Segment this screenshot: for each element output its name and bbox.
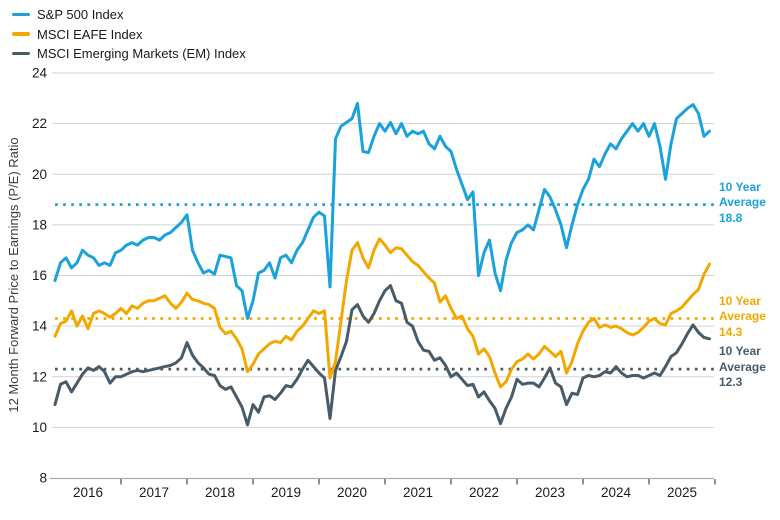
x-tick-label: 2023 xyxy=(535,485,565,500)
avg-label-sp500-line2: Average xyxy=(719,195,766,210)
legend-item-msci-eafe: MSCI EAFE Index xyxy=(12,27,246,42)
avg-label-msci-eafe-line2: Average xyxy=(719,309,766,324)
legend-label-msci-eafe: MSCI EAFE Index xyxy=(37,26,143,42)
x-tick-label: 2018 xyxy=(205,485,235,500)
y-tick-label: 20 xyxy=(32,167,47,182)
avg-label-msci-eafe: 10 Year Average 14.3 xyxy=(719,294,779,341)
y-axis-title: 12 Month Forward Price to Earnings (P/E)… xyxy=(6,137,21,413)
msci-em-line xyxy=(53,284,711,427)
x-tick-label: 2017 xyxy=(139,485,169,500)
legend-swatch-msci-em-icon xyxy=(12,51,30,56)
x-tick-label: 2025 xyxy=(667,485,697,500)
avg-label-sp500-line1: 10 Year xyxy=(719,179,761,194)
legend-item-msci-em: MSCI Emerging Markets (EM) Index xyxy=(12,46,246,61)
y-tick-label: 10 xyxy=(32,420,47,435)
avg-label-msci-em-line1: 10 Year xyxy=(719,344,761,359)
x-tick-label: 2020 xyxy=(337,485,367,500)
y-tick-label: 24 xyxy=(32,66,48,81)
avg-label-msci-eafe-value: 14.3 xyxy=(719,324,743,339)
legend-swatch-sp500-icon xyxy=(12,12,30,17)
y-tick-label: 22 xyxy=(32,116,47,131)
chart-legend: S&P 500 Index MSCI EAFE Index MSCI Emerg… xyxy=(12,7,246,61)
sp500-line xyxy=(53,101,711,320)
avg-label-msci-eafe-line1: 10 Year xyxy=(719,293,761,308)
x-tick-label: 2021 xyxy=(403,485,433,500)
avg-label-msci-em: 10 Year Average 12.3 xyxy=(719,344,779,391)
avg-label-msci-em-line2: Average xyxy=(719,359,766,374)
y-tick-label: 12 xyxy=(32,369,47,384)
y-tick-label: 18 xyxy=(32,217,47,232)
legend-label-msci-em: MSCI Emerging Markets (EM) Index xyxy=(37,46,246,61)
x-tick-label: 2022 xyxy=(469,485,499,500)
x-tick-label: 2024 xyxy=(601,485,632,500)
y-tick-label: 16 xyxy=(32,268,47,283)
avg-label-msci-em-value: 12.3 xyxy=(719,375,743,390)
avg-label-sp500-value: 18.8 xyxy=(719,210,743,225)
y-tick-label: 8 xyxy=(39,471,47,486)
legend-label-sp500: S&P 500 Index xyxy=(37,7,124,22)
x-tick-label: 2016 xyxy=(73,485,103,500)
x-tick-label: 2019 xyxy=(271,485,301,500)
legend-swatch-msci-eafe-icon xyxy=(12,32,30,36)
y-tick-label: 14 xyxy=(32,319,48,334)
avg-label-sp500: 10 Year Average 18.8 xyxy=(719,180,779,227)
msci-eafe-line xyxy=(53,237,711,389)
legend-item-sp500: S&P 500 Index xyxy=(12,7,246,22)
